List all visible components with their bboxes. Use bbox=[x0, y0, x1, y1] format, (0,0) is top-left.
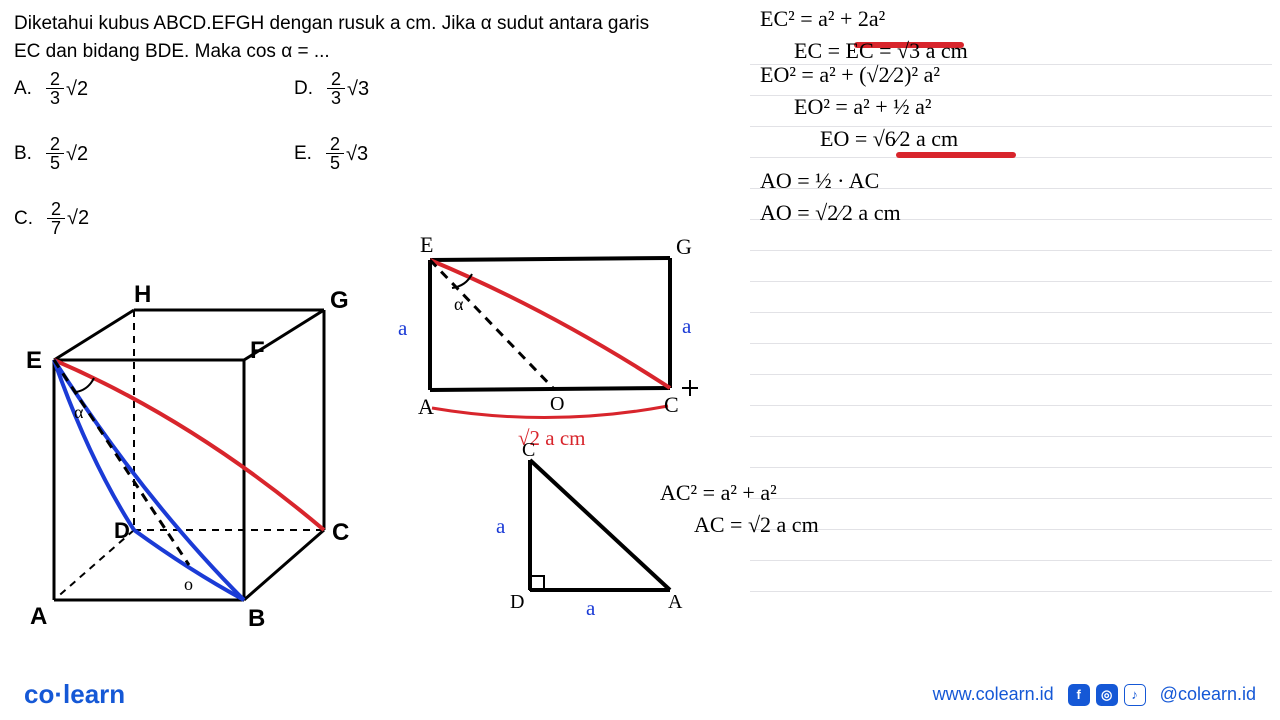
svg-text:C: C bbox=[522, 440, 535, 461]
option-letter: B. bbox=[14, 143, 32, 165]
work-l7: AO = √2⁄2 a cm bbox=[760, 200, 1270, 226]
footer-url: www.colearn.id bbox=[933, 684, 1054, 705]
cube-diagram: H G E F D C A B o α bbox=[14, 280, 354, 655]
footer: co·learn www.colearn.id f ◎ ♪ @colearn.i… bbox=[0, 679, 1280, 710]
work-l6: AO = ½ · AC bbox=[760, 168, 1270, 194]
tri-a-left: a bbox=[496, 514, 505, 539]
handwork-column: EC² = a² + 2a² EC = EC = √3 a cm EO² = a… bbox=[760, 6, 1270, 232]
facebook-icon: f bbox=[1068, 684, 1090, 706]
question-line1: Diketahui kubus ABCD.EFGH dengan rusuk a… bbox=[14, 10, 649, 38]
svg-text:E: E bbox=[420, 232, 433, 257]
svg-text:A: A bbox=[668, 591, 683, 613]
svg-text:F: F bbox=[250, 337, 265, 364]
work-l3: EO² = a² + (√2⁄2)² a² bbox=[760, 62, 1270, 88]
handwork2: AC² = a² + a² AC = √2 a cm bbox=[660, 480, 819, 544]
svg-text:D: D bbox=[510, 591, 524, 613]
question-line2: EC dan bidang BDE. Maka cos α = ... bbox=[14, 38, 649, 66]
work2-l1: AC² = a² + a² bbox=[660, 480, 819, 506]
rectangle-diagram: E G A C O α a a √2 a cm bbox=[400, 230, 720, 455]
logo: co·learn bbox=[24, 679, 125, 710]
footer-handle: @colearn.id bbox=[1160, 684, 1256, 705]
option-E: E. 25 √3 bbox=[294, 135, 574, 174]
svg-text:B: B bbox=[248, 605, 265, 632]
instagram-icon: ◎ bbox=[1096, 684, 1118, 706]
svg-text:A: A bbox=[418, 394, 434, 419]
option-letter: D. bbox=[294, 78, 313, 100]
work-l5: EO = √6⁄2 a cm bbox=[820, 126, 1270, 152]
svg-text:H: H bbox=[134, 281, 151, 308]
work-l4: EO² = a² + ½ a² bbox=[794, 94, 1270, 120]
work-l2: EC = EC = √3 a cm bbox=[794, 38, 1270, 64]
svg-text:α: α bbox=[74, 402, 84, 422]
work-l1: EC² = a² + 2a² bbox=[760, 6, 1270, 32]
option-letter: C. bbox=[14, 208, 33, 230]
work2-l2: AC = √2 a cm bbox=[694, 512, 819, 538]
svg-text:E: E bbox=[26, 347, 42, 374]
svg-text:O: O bbox=[550, 393, 564, 415]
label-a-right: a bbox=[682, 314, 691, 339]
svg-text:G: G bbox=[330, 287, 349, 314]
option-letter: A. bbox=[14, 78, 32, 100]
option-B: B. 25 √2 bbox=[14, 135, 294, 174]
svg-text:C: C bbox=[664, 392, 679, 417]
tri-a-bottom: a bbox=[586, 596, 595, 621]
svg-text:C: C bbox=[332, 519, 349, 546]
option-letter: E. bbox=[294, 143, 312, 165]
option-A: A. 23 √2 bbox=[14, 70, 294, 109]
svg-text:α: α bbox=[454, 294, 464, 314]
option-C: C. 27 √2 bbox=[14, 200, 294, 239]
label-a-left: a bbox=[398, 316, 407, 341]
svg-text:D: D bbox=[114, 518, 130, 543]
question-text: Diketahui kubus ABCD.EFGH dengan rusuk a… bbox=[14, 10, 649, 65]
svg-text:o: o bbox=[184, 574, 193, 594]
svg-text:A: A bbox=[30, 603, 47, 630]
svg-text:G: G bbox=[676, 234, 692, 259]
tiktok-icon: ♪ bbox=[1124, 684, 1146, 706]
social-icons: f ◎ ♪ bbox=[1068, 684, 1146, 706]
option-D: D. 23 √3 bbox=[294, 70, 574, 109]
